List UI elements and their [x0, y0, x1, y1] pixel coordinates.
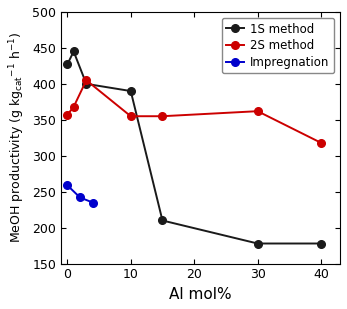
- 2S method: [160, 114, 164, 118]
- 2S method: [84, 78, 88, 82]
- Impregnation: [78, 196, 82, 199]
- Impregnation: [65, 184, 69, 187]
- 1S method: [71, 50, 76, 53]
- 2S method: [65, 113, 69, 116]
- 2S method: [71, 105, 76, 109]
- Y-axis label: MeOH productivity (g kg$_{\mathrm{cat}}$$^{-1}$ h$^{-1}$): MeOH productivity (g kg$_{\mathrm{cat}}$…: [7, 32, 26, 243]
- X-axis label: Al mol%: Al mol%: [169, 287, 232, 302]
- 1S method: [319, 242, 323, 245]
- Line: 2S method: 2S method: [64, 76, 325, 147]
- Line: Impregnation: Impregnation: [64, 181, 96, 206]
- 2S method: [255, 109, 260, 113]
- 1S method: [255, 242, 260, 245]
- 1S method: [160, 219, 164, 222]
- 2S method: [319, 141, 323, 145]
- Impregnation: [91, 201, 95, 204]
- 1S method: [129, 89, 133, 93]
- 1S method: [65, 63, 69, 66]
- Line: 1S method: 1S method: [64, 48, 325, 247]
- 1S method: [84, 82, 88, 86]
- Legend: 1S method, 2S method, Impregnation: 1S method, 2S method, Impregnation: [222, 18, 334, 73]
- 2S method: [129, 114, 133, 118]
